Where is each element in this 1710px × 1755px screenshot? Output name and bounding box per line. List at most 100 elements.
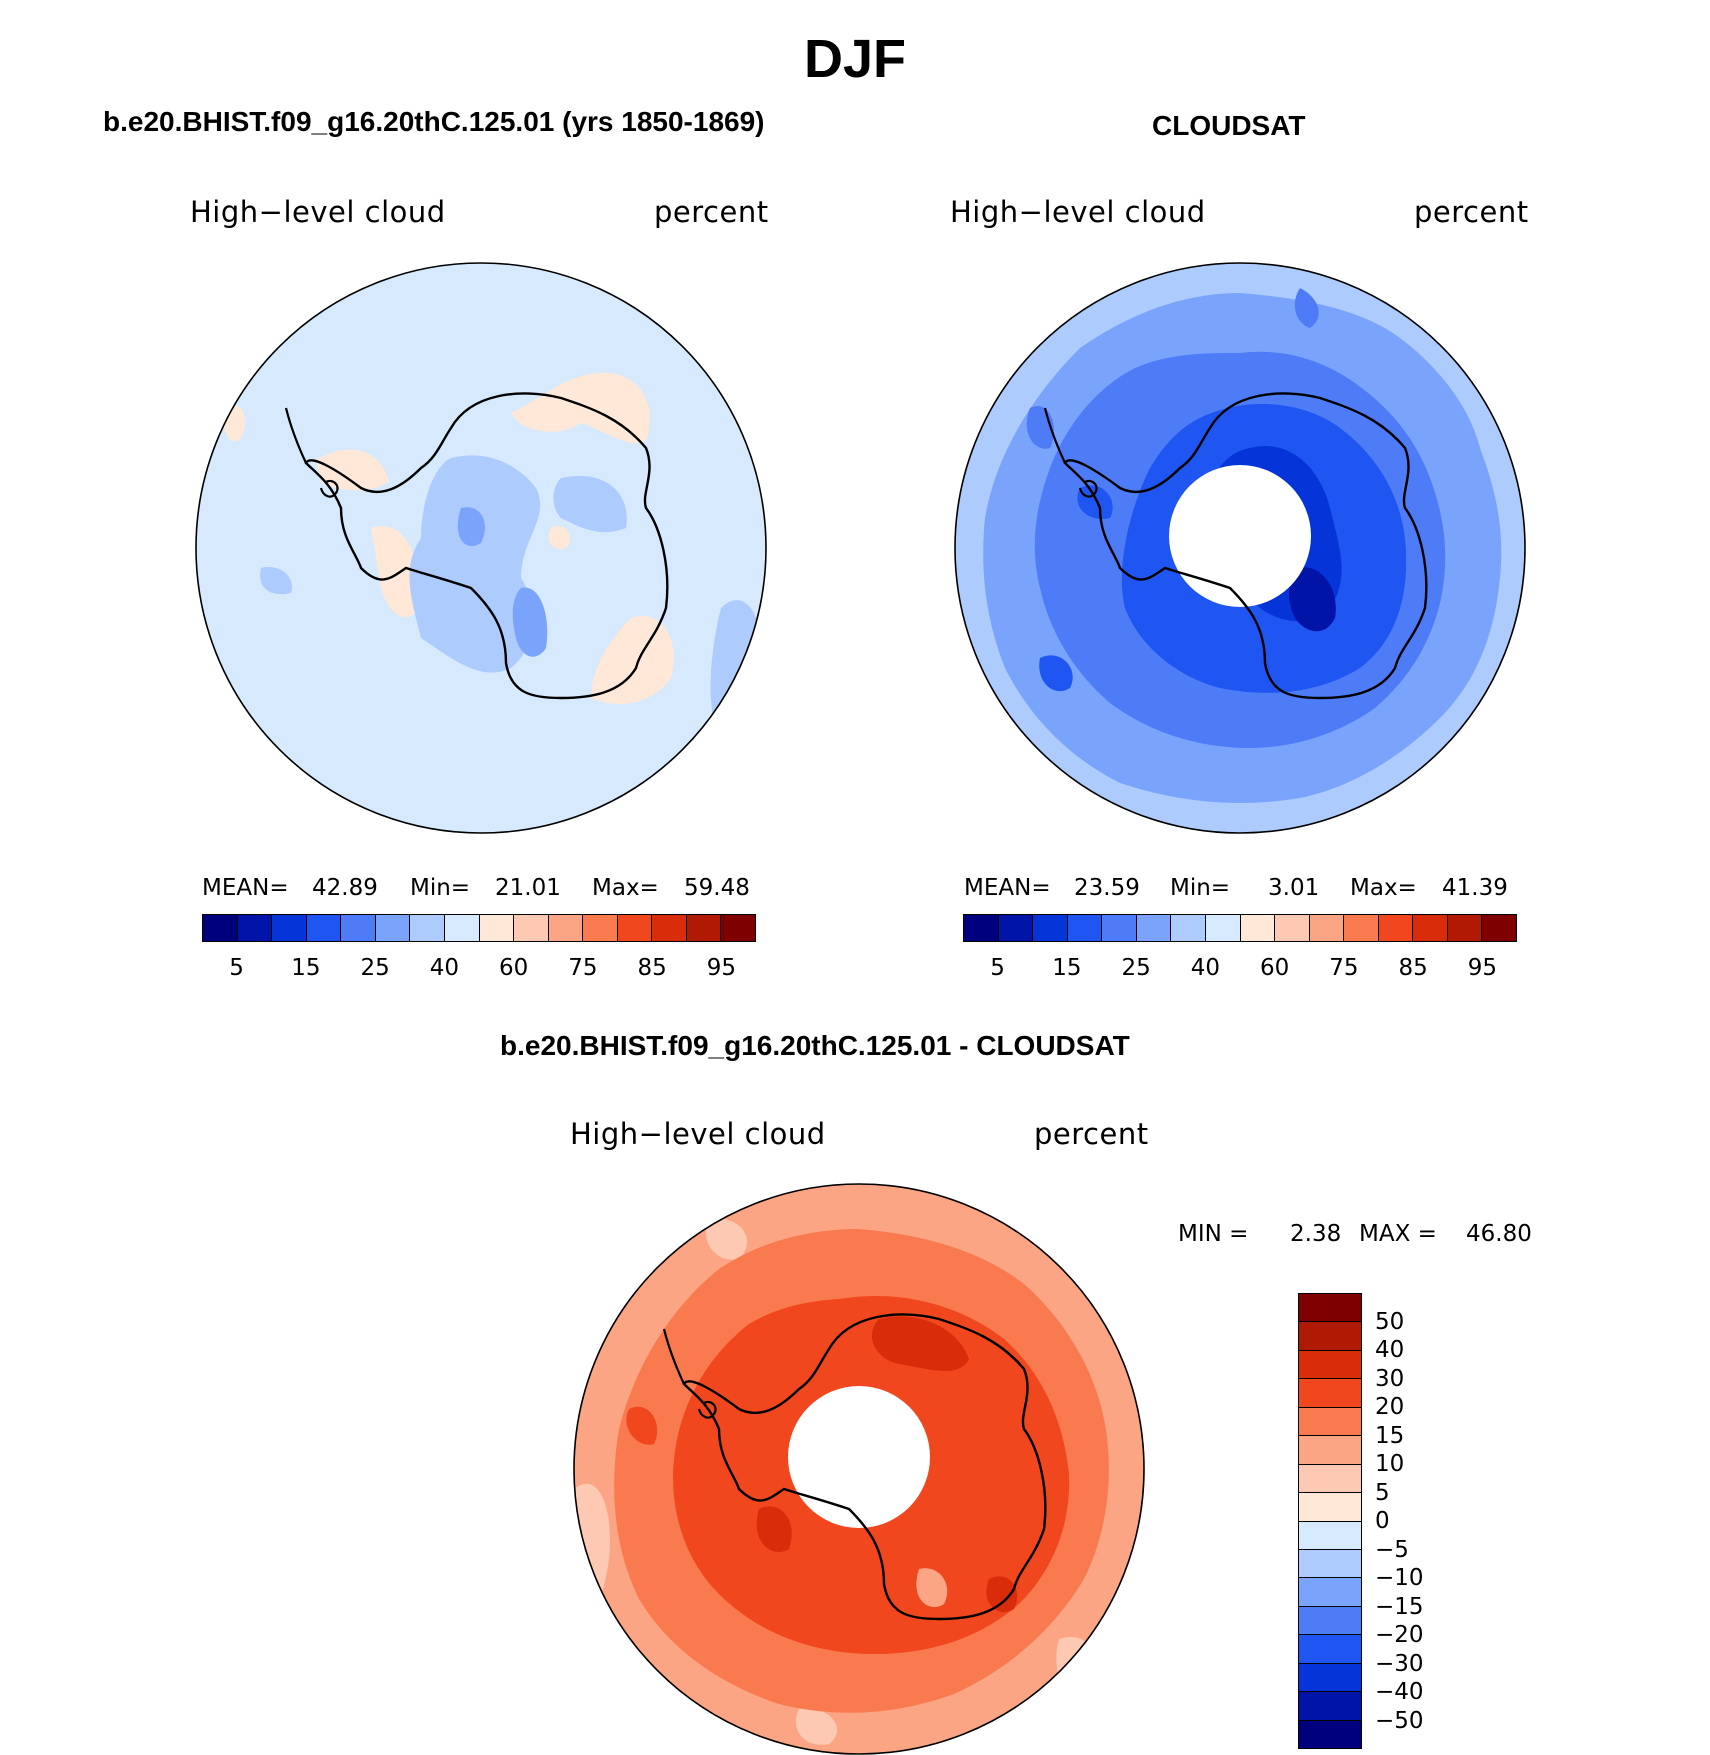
panel-obs-colorbar-tick-label: 60: [1259, 955, 1290, 981]
cloud-fraction-region: [1039, 655, 1073, 692]
strong-negative-anomaly-region: [457, 507, 485, 547]
cloud-fraction-region: [1077, 485, 1113, 519]
panel-model-colorbar-tick-label: 15: [291, 955, 321, 981]
panel-obs-colorbar-tick-label: 25: [1121, 955, 1151, 981]
panel-diff-colorbar-swatch: [1299, 1521, 1361, 1550]
positive-anomaly-region: [591, 616, 674, 704]
positive-anomaly-region: [371, 526, 421, 618]
difference-region: [705, 1218, 748, 1260]
polar-data-gap: [1169, 465, 1311, 607]
panel-model-title: b.e20.BHIST.f09_g16.20thC.125.01 (yrs 18…: [103, 106, 765, 137]
panel-obs-colorbar-tick-label: 75: [1329, 955, 1359, 981]
panel-model-colorbar-swatch: [375, 915, 411, 941]
difference-region: [574, 1483, 610, 1639]
antarctic-peninsula: [662, 1328, 717, 1419]
panel-diff-colorbar: [1298, 1293, 1362, 1749]
panel-diff-colorbar-tick-label: 50: [1375, 1308, 1405, 1335]
panel-model-colorbar-swatch: [410, 915, 445, 941]
panel-model-colorbar-labels: 5 15 25 40 60 75 85 95: [202, 955, 756, 985]
panel-model-colorbar-tick-label: 75: [568, 955, 598, 981]
panel-diff-colorbar-tick-label: −10: [1375, 1565, 1424, 1591]
panel-diff-colorbar-swatch: [1299, 1493, 1361, 1522]
panel-diff-colorbar-tick-label: −40: [1375, 1679, 1424, 1705]
panel-diff-units-label: percent: [1034, 1117, 1149, 1151]
panel-obs-variable-label: High−level cloud: [950, 195, 1206, 229]
panel-diff-colorbar-swatch: [1299, 1407, 1361, 1437]
panel-diff-colorbar-tick-label: 40: [1375, 1337, 1405, 1363]
negative-anomaly-region: [409, 455, 541, 673]
map-boundary-circle: [573, 1183, 1145, 1755]
panel-model-colorbar-swatch: [444, 915, 480, 941]
panel-diff-colorbar-tick-label: −15: [1375, 1593, 1424, 1620]
panel-diff-colorbar-swatch: [1299, 1606, 1361, 1636]
antarctica-coastline: [1063, 392, 1428, 700]
panel-model-mean-label: MEAN=: [202, 875, 289, 901]
panel-obs-max-value: 41.39: [1442, 875, 1508, 901]
panel-obs-colorbar-swatch: [998, 915, 1034, 941]
panel-obs-colorbar-swatch: [1171, 915, 1206, 941]
panel-diff-colorbar-swatch: [1299, 1350, 1361, 1380]
panel-model-colorbar-tick-label: 25: [360, 955, 390, 981]
panel-model-variable-label: High−level cloud: [190, 195, 446, 229]
panel-diff-colorbar-tick-label: −5: [1375, 1536, 1409, 1563]
panel-model-colorbar-swatch: [237, 915, 273, 941]
panel-obs-units-label: percent: [1414, 195, 1529, 229]
panel-model-colorbar-tick-label: 40: [429, 955, 460, 981]
panel-model-colorbar-swatch: [514, 915, 549, 941]
antarctica-coastline: [682, 1313, 1047, 1621]
panel-obs-colorbar-swatch: [1033, 915, 1068, 941]
panel-model-colorbar-swatch: [548, 915, 584, 941]
panel-obs-colorbar-swatch: [1447, 915, 1483, 941]
panel-model-colorbar-swatch: [341, 915, 376, 941]
panel-obs-colorbar-swatch: [1378, 915, 1414, 941]
panel-obs-colorbar-swatch: [1275, 915, 1310, 941]
panel-diff-polar-map: [573, 1183, 1145, 1755]
panel-diff-colorbar-tick-label: −50: [1375, 1707, 1424, 1734]
panel-obs-colorbar-swatch: [1205, 915, 1241, 941]
panel-model-mean-value: 42.89: [312, 875, 378, 901]
panel-diff-colorbar-tick-label: 10: [1375, 1451, 1405, 1477]
difference-region: [916, 1568, 948, 1608]
panel-obs-colorbar-labels: 5 15 25 40 60 75 85 95: [963, 955, 1517, 985]
antarctica-coastline: [304, 392, 669, 700]
panel-obs-title: CLOUDSAT: [1152, 110, 1306, 141]
panel-model-colorbar: [202, 914, 756, 942]
panel-obs-polar-map: [954, 262, 1526, 834]
panel-obs-colorbar-swatch: [1136, 915, 1172, 941]
panel-diff-colorbar-tick-label: 0: [1375, 1508, 1390, 1534]
difference-region: [1056, 1637, 1098, 1694]
panel-model-colorbar-swatch: [721, 915, 755, 941]
panel-obs-colorbar-tick-label: 95: [1467, 955, 1498, 981]
panel-obs-max-label: Max=: [1350, 875, 1417, 901]
figure-title: DJF: [803, 29, 906, 89]
panel-diff-variable-label: High−level cloud: [570, 1117, 826, 1151]
panel-model-colorbar-swatch: [583, 915, 618, 941]
panel-obs-min-label: Min=: [1170, 875, 1231, 901]
panel-model-colorbar-swatch: [306, 915, 342, 941]
panel-model-colorbar-swatch: [203, 915, 238, 941]
negative-anomaly-region: [710, 600, 761, 728]
panel-diff-colorbar-swatch: [1299, 1663, 1361, 1693]
panel-model-colorbar-swatch: [617, 915, 653, 941]
panel-diff-max-label: MAX =: [1359, 1221, 1437, 1247]
panel-model-colorbar-tick-label: 85: [637, 955, 667, 981]
difference-region: [871, 1316, 969, 1371]
panel-diff-colorbar-swatch: [1299, 1464, 1361, 1494]
panel-obs-colorbar-swatch: [1309, 915, 1345, 941]
panel-model-max-value: 59.48: [684, 875, 750, 901]
panel-obs-colorbar-tick-label: 5: [990, 955, 1005, 981]
polar-data-gap: [788, 1386, 930, 1528]
panel-diff-colorbar-swatch: [1299, 1436, 1361, 1465]
negative-anomaly-region: [260, 567, 292, 595]
panel-model-colorbar-tick-label: 60: [498, 955, 529, 981]
panel-obs-mean-label: MEAN=: [964, 875, 1051, 901]
panel-obs-colorbar-tick-label: 85: [1398, 955, 1428, 981]
panel-model-colorbar-swatch: [479, 915, 515, 941]
positive-anomaly-region: [511, 372, 650, 444]
panel-diff-colorbar-swatch: [1299, 1635, 1361, 1664]
panel-diff-colorbar-tick-label: 20: [1375, 1394, 1405, 1420]
panel-model-units-label: percent: [654, 195, 769, 229]
positive-anomaly-region: [223, 405, 246, 442]
panel-model-colorbar-swatch: [272, 915, 307, 941]
panel-diff-colorbar-swatch: [1299, 1379, 1361, 1408]
